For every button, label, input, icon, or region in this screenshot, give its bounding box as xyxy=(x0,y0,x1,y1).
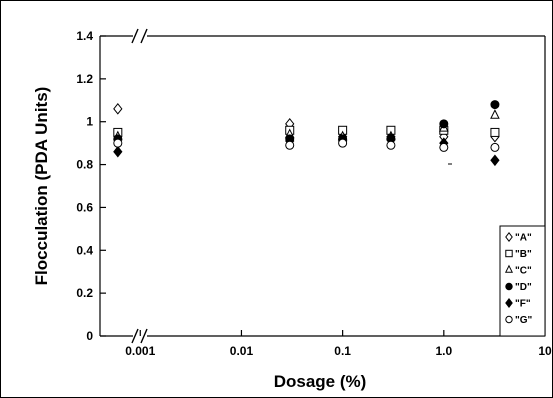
y-tick-label: 1.2 xyxy=(76,72,93,86)
x-tick-label: 0.01 xyxy=(230,344,254,358)
y-tick-label: 0.2 xyxy=(76,286,93,300)
y-tick-label: 0.8 xyxy=(76,158,93,172)
y-tick-label: 1.4 xyxy=(76,29,93,43)
axis-break-bottom xyxy=(131,328,148,344)
legend-label: "G" xyxy=(515,315,533,326)
data-point xyxy=(113,103,123,115)
data-point xyxy=(490,142,500,152)
data-point xyxy=(490,100,500,110)
x-ticks: 0.001 0.01 0.1 1.0 10 xyxy=(125,330,552,358)
data-point xyxy=(490,109,500,119)
data-point xyxy=(113,138,123,148)
legend-marker xyxy=(505,231,513,243)
y-tick-label: 0.6 xyxy=(76,200,93,214)
data-point xyxy=(439,142,449,152)
legend-label: "D" xyxy=(515,282,532,293)
x-axis-title: Dosage (%) xyxy=(274,372,367,391)
axis-break-top xyxy=(131,28,148,44)
legend: "A" "B" "C" "D" "F" "G" xyxy=(499,225,546,337)
y-tick-label: 0 xyxy=(86,329,93,343)
data-point xyxy=(490,127,500,137)
axes xyxy=(99,28,546,344)
y-tick-label: 1 xyxy=(86,115,93,129)
legend-marker xyxy=(505,249,513,258)
legend-marker xyxy=(505,282,513,291)
data-points xyxy=(113,100,500,167)
x-tick-label: 0.1 xyxy=(334,344,351,358)
legend-label: "F" xyxy=(515,299,531,310)
data-point xyxy=(338,138,348,148)
x-tick-label: 0.001 xyxy=(125,344,155,358)
data-point xyxy=(386,140,396,150)
legend-label: "B" xyxy=(515,249,532,260)
data-point xyxy=(490,154,500,167)
x-tick-label: 1.0 xyxy=(435,344,452,358)
legend-label: "C" xyxy=(515,266,532,277)
legend-marker xyxy=(505,297,513,309)
data-point xyxy=(113,145,123,158)
legend-marker xyxy=(504,264,514,273)
y-axis-title: Flocculation (PDA Units) xyxy=(32,87,51,286)
data-point xyxy=(285,140,295,150)
data-point xyxy=(439,119,449,129)
y-tick-label: 0.4 xyxy=(76,243,93,257)
legend-label: "A" xyxy=(515,233,532,244)
legend-marker xyxy=(505,315,513,324)
x-tick-label: 10 xyxy=(538,344,552,358)
y-ticks: 0 0.2 0.4 0.6 0.8 1 1.2 1.4 xyxy=(76,29,106,343)
